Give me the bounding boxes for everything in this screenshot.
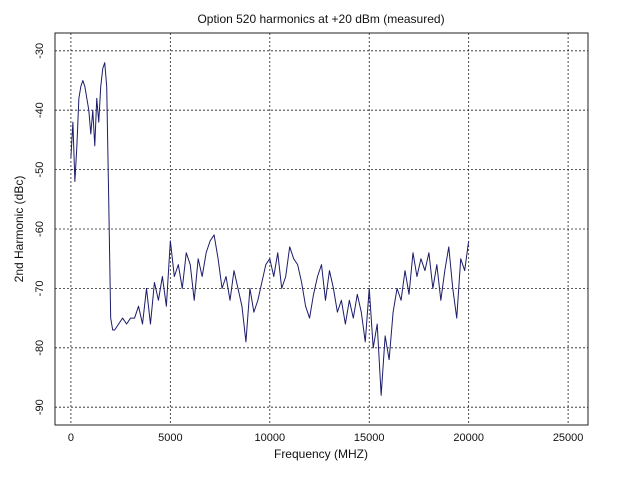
y-tick-label: -60 (34, 221, 46, 237)
chart-title: Option 520 harmonics at +20 dBm (measure… (197, 12, 444, 26)
data-line (70, 62, 470, 396)
x-tick-label: 10000 (254, 432, 285, 444)
y-tick-label: -50 (34, 162, 46, 178)
x-axis-label: Frequency (MHZ) (274, 447, 368, 461)
y-tick-label: -40 (34, 102, 46, 118)
y-tick-label: -30 (34, 43, 46, 59)
y-tick-label: -90 (34, 399, 46, 415)
y-tick-label: -80 (34, 340, 46, 356)
y-tick-label: -70 (34, 280, 46, 296)
x-tick-label: 5000 (158, 432, 182, 444)
y-axis-label: 2nd Harmonic (dBc) (12, 176, 26, 283)
plot-frame (54, 32, 589, 426)
x-tick-label: 25000 (553, 432, 584, 444)
x-tick-label: 0 (68, 432, 74, 444)
x-tick-label: 20000 (453, 432, 484, 444)
x-tick-label: 15000 (354, 432, 385, 444)
